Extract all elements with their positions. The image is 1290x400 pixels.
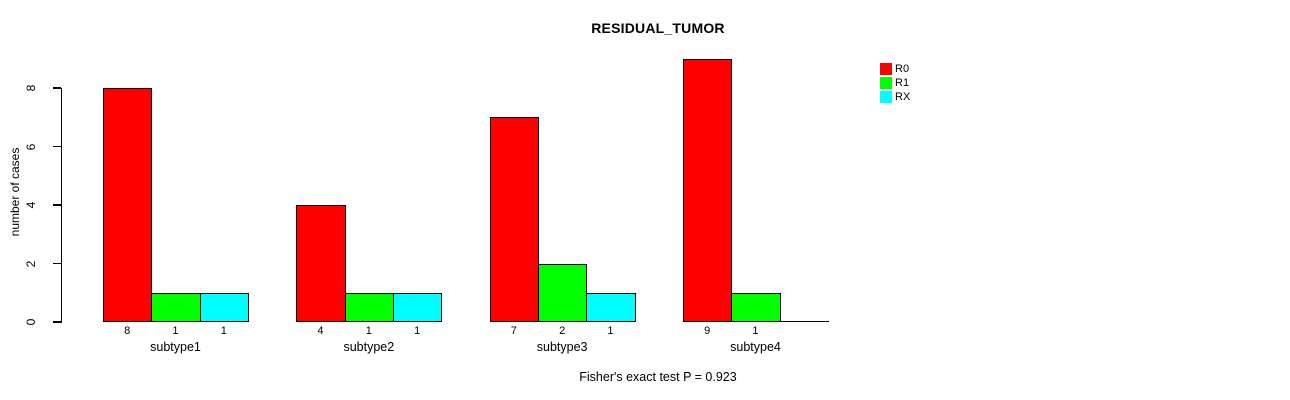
legend-item-rx: RX [880,91,950,103]
y-tick-label: 2 [24,260,38,267]
bar-value-label: 1 [607,325,614,337]
y-tick [53,145,61,148]
bar-value-label: 1 [220,325,227,337]
x-category-label-subtype4: subtype4 [730,340,781,354]
legend-item-r0: R0 [880,63,950,75]
bar-r1-subtype2 [344,292,394,322]
bar-value-label: 1 [172,325,179,337]
legend-swatch-r1 [880,77,892,89]
bar-rx-subtype2 [392,292,443,322]
y-tick [53,262,61,265]
y-tick [53,204,61,206]
bar-value-label: 1 [365,325,372,337]
bar-value-label: 1 [752,325,759,337]
x-category-label-subtype2: subtype2 [343,340,395,354]
y-tick-label: 0 [24,318,38,326]
x-category-label-subtype1: subtype1 [150,340,201,354]
bar-value-label: 7 [510,325,517,337]
bar-r0-subtype3 [489,117,539,322]
legend-label-r1: R1 [895,77,910,89]
bar-r0-subtype2 [296,205,346,322]
chart-title: RESIDUAL_TUMOR [591,20,725,36]
bar-r1-subtype4 [731,292,781,322]
y-tick-label: 4 [24,201,38,209]
bar-r1-subtype3 [537,263,588,322]
legend-label-rx: RX [895,91,911,103]
legend-item-r1: R1 [880,77,950,89]
bar-value-label: 8 [124,325,131,337]
y-tick-label: 6 [24,143,38,150]
legend-swatch-r0 [880,63,892,75]
zero-bar-line-rx-subtype4 [779,320,829,322]
bar-r1-subtype1 [151,292,201,322]
bar-value-label: 1 [414,325,421,337]
legend-label-r0: R0 [895,63,910,75]
bar-value-label: 9 [704,325,711,337]
bar-rx-subtype1 [199,292,249,322]
bar-value-label: 2 [559,325,566,337]
y-tick-label: 8 [24,84,38,92]
bar-r0-subtype4 [682,58,733,322]
bar-value-label: 4 [317,325,324,337]
x-category-label-subtype3: subtype3 [536,340,588,354]
y-axis-line [60,88,62,323]
y-tick [53,87,61,89]
y-tick [53,321,61,323]
statistical-test-annotation: Fisher's exact test P = 0.923 [579,370,737,384]
bar-r0-subtype1 [103,88,153,322]
legend-swatch-rx [880,91,892,103]
bar-rx-subtype3 [586,292,636,322]
y-axis-label: number of cases [8,147,22,237]
